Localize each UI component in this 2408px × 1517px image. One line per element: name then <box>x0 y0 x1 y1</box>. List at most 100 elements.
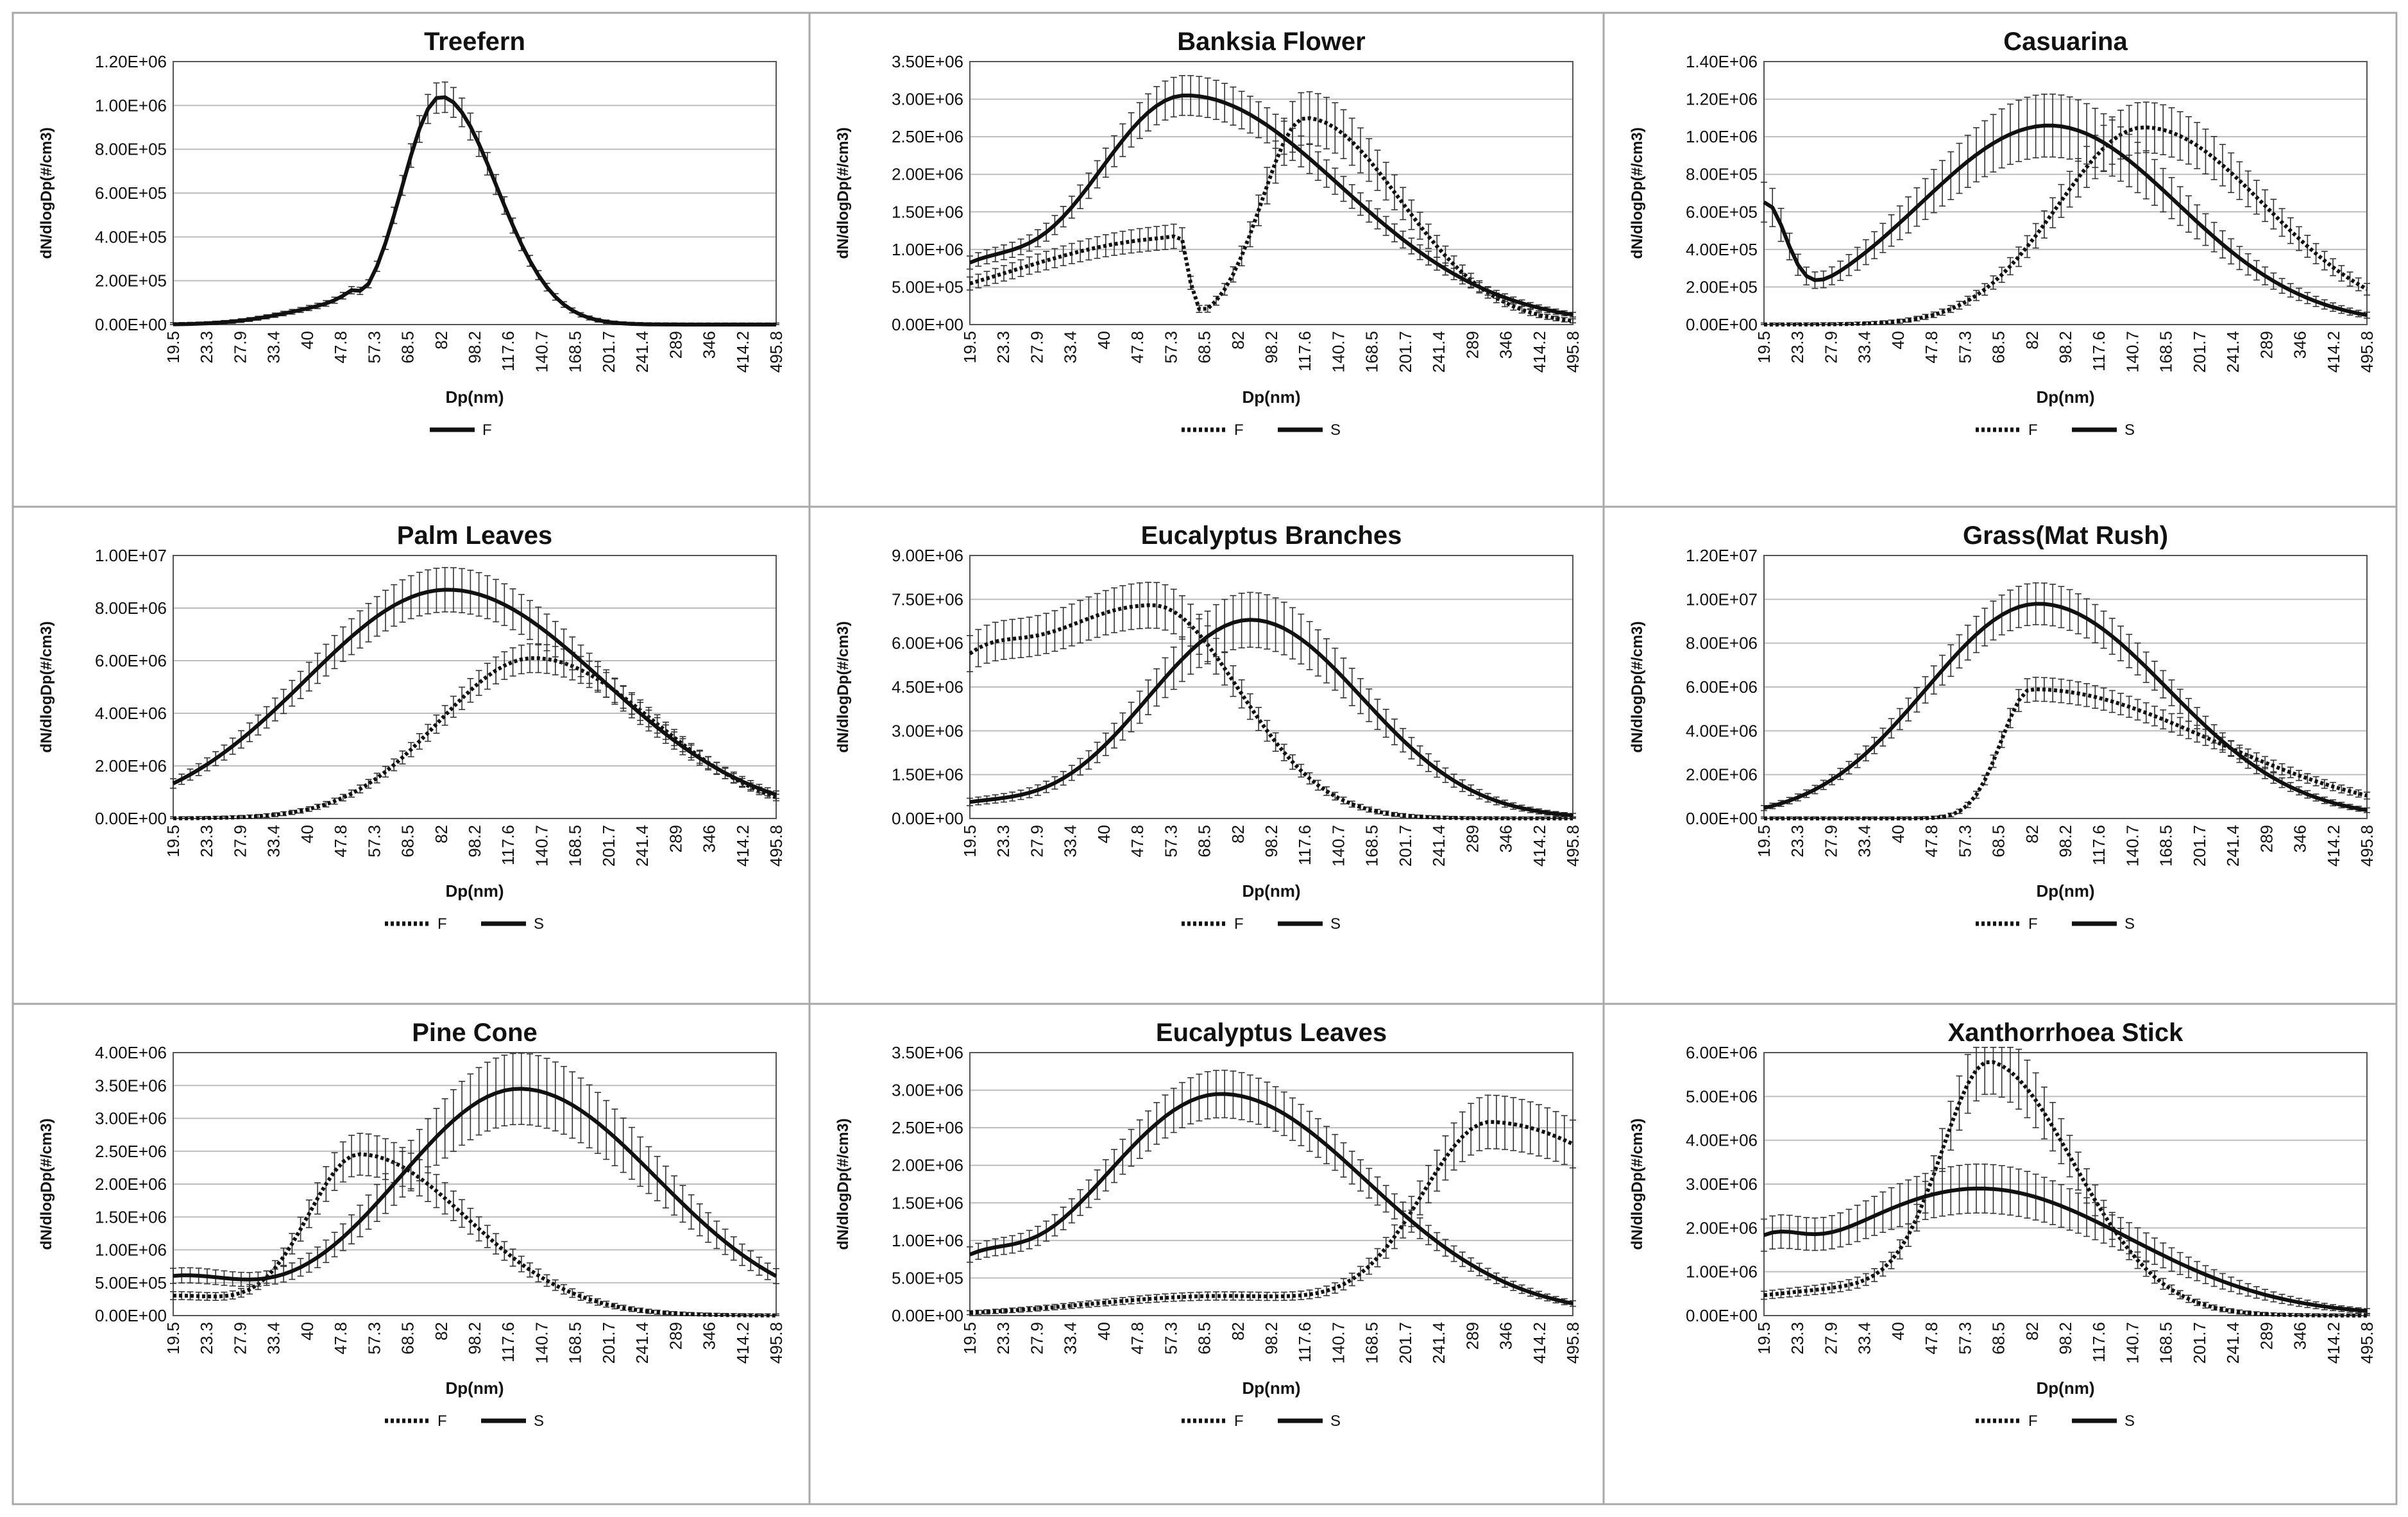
y-tick-label: 3.00E+06 <box>95 1109 167 1128</box>
panel-title: Treefern <box>424 28 525 56</box>
y-tick-label: 3.00E+06 <box>892 90 963 109</box>
x-tick-label: 57.3 <box>364 331 384 364</box>
y-tick-label: 2.00E+06 <box>1686 765 1758 784</box>
x-tick-label: 68.5 <box>1195 1322 1214 1355</box>
x-tick-label: 19.5 <box>164 331 183 364</box>
x-tick-label: 47.8 <box>1128 1322 1147 1355</box>
x-tick-label: 241.4 <box>632 1322 652 1364</box>
chart-panel: Treefern 0.00E+00 2.00E+05 4.00E+05 6.00E+05… <box>38 28 786 439</box>
x-tick-label: 289 <box>666 825 685 852</box>
y-tick-label: 4.00E+06 <box>1686 721 1758 740</box>
y-tick-label: 7.50E+06 <box>892 589 963 609</box>
x-tick-label: 201.7 <box>1396 331 1415 373</box>
x-tick-label: 33.4 <box>1855 331 1874 364</box>
series-line-F <box>969 1120 1574 1315</box>
y-tick-label: 1.00E+06 <box>892 240 963 259</box>
x-tick-label: 27.9 <box>230 825 250 858</box>
x-tick-label: 47.8 <box>331 331 350 364</box>
y-tick-label: 3.50E+06 <box>95 1076 167 1095</box>
x-tick-label: 117.6 <box>2089 1322 2108 1362</box>
series-line-F <box>969 603 1573 820</box>
y-tick-label: 1.00E+06 <box>95 1241 167 1260</box>
panel-title: Palm Leaves <box>397 521 552 550</box>
series-line-S <box>1763 1186 2368 1313</box>
panel-border <box>808 12 1605 508</box>
y-tick-label: 0.00E+00 <box>95 809 167 828</box>
x-tick-label: 40 <box>298 1322 317 1341</box>
y-axis-label: dN/dlogDp(#/cm3) <box>38 621 55 752</box>
x-tick-label: 19.5 <box>1754 1322 1774 1355</box>
y-tick-label: 0.00E+00 <box>95 1306 167 1325</box>
panel-border <box>1602 1003 2398 1505</box>
chart-panel: Pine Cone 0.00E+00 5.00E+05 1.00E+06 1.50E+0… <box>38 1019 786 1430</box>
y-tick-label: 5.00E+05 <box>892 277 963 296</box>
y-tick-label: 2.50E+06 <box>95 1142 167 1161</box>
plot-frame <box>173 555 777 819</box>
x-tick-label: 40 <box>298 825 317 843</box>
y-tick-label: 1.00E+07 <box>1686 589 1758 609</box>
x-tick-label: 140.7 <box>532 1322 551 1364</box>
y-tick-label: 2.50E+06 <box>892 1118 963 1137</box>
x-tick-label: 19.5 <box>164 1322 183 1355</box>
x-tick-label: 168.5 <box>1362 825 1382 867</box>
y-tick-label: 1.20E+06 <box>1686 90 1758 109</box>
series-line-S <box>969 93 1573 317</box>
x-tick-label: 414.2 <box>1530 1322 1549 1364</box>
legend-label: F <box>1234 1412 1244 1430</box>
legend-label: F <box>1234 915 1244 933</box>
x-tick-label: 40 <box>1888 1322 1908 1341</box>
x-tick-label: 27.9 <box>1027 1322 1046 1355</box>
x-tick-label: 57.3 <box>1161 331 1180 364</box>
series-line-F <box>1764 125 2368 326</box>
x-tick-label: 98.2 <box>465 331 484 364</box>
y-tick-label: 1.00E+06 <box>1686 1262 1758 1282</box>
x-tick-label: 241.4 <box>1429 825 1448 867</box>
x-tick-label: 68.5 <box>398 825 418 858</box>
panel-border <box>808 1003 1605 1505</box>
y-tick-label: 1.00E+06 <box>95 96 167 115</box>
panel-border <box>1602 12 2398 508</box>
x-tick-label: 168.5 <box>2157 331 2176 373</box>
x-tick-label: 82 <box>1228 1322 1248 1341</box>
x-axis-label: Dp(nm) <box>1242 881 1301 901</box>
panel-border <box>1602 505 2398 1005</box>
plot-frame <box>969 555 1573 819</box>
x-tick-label: 27.9 <box>230 1322 250 1355</box>
x-tick-label: 33.4 <box>264 1322 284 1355</box>
legend-label: F <box>2028 421 2038 439</box>
x-tick-label: 117.6 <box>2089 331 2108 371</box>
x-tick-label: 201.7 <box>2190 331 2209 373</box>
x-tick-label: 201.7 <box>1396 825 1415 867</box>
x-tick-label: 168.5 <box>566 825 585 867</box>
x-tick-label: 68.5 <box>1195 825 1214 858</box>
y-tick-label: 2.00E+06 <box>892 165 963 184</box>
x-tick-label: 241.4 <box>632 825 652 867</box>
y-tick-label: 1.40E+06 <box>1686 52 1758 71</box>
plot-frame <box>1763 555 2368 819</box>
x-tick-label: 57.3 <box>364 1322 384 1355</box>
y-tick-label: 0.00E+00 <box>892 315 963 334</box>
y-tick-label: 6.00E+06 <box>1686 1043 1758 1062</box>
y-tick-label: 4.00E+05 <box>1686 240 1758 259</box>
y-axis-label: dN/dlogDp(#/cm3) <box>835 621 852 752</box>
legend-label: S <box>1330 421 1341 439</box>
y-tick-label: 2.50E+06 <box>892 127 963 146</box>
x-tick-label: 98.2 <box>465 1322 484 1355</box>
x-tick-label: 289 <box>666 331 685 359</box>
x-tick-label: 495.8 <box>1563 1322 1582 1364</box>
x-tick-label: 23.3 <box>994 1322 1013 1355</box>
x-axis-label: Dp(nm) <box>2037 881 2095 901</box>
y-tick-label: 2.00E+06 <box>1686 1218 1758 1237</box>
panel-title: Eucalyptus Branches <box>1141 521 1402 550</box>
y-tick-label: 4.00E+06 <box>95 1043 167 1062</box>
x-tick-label: 40 <box>1888 825 1908 843</box>
panel-title: Eucalyptus Leaves <box>1156 1019 1387 1047</box>
x-tick-label: 40 <box>1888 331 1908 350</box>
x-tick-label: 201.7 <box>599 1322 618 1364</box>
chart-panel: Eucalyptus Leaves 0.00E+00 5.00E+05 1.00E+0… <box>835 1019 1582 1430</box>
x-tick-label: 117.6 <box>498 1322 518 1362</box>
x-tick-label: 201.7 <box>2190 1322 2209 1364</box>
x-tick-label: 33.4 <box>264 331 284 364</box>
series-line-F <box>173 656 777 820</box>
x-tick-label: 82 <box>432 331 451 350</box>
